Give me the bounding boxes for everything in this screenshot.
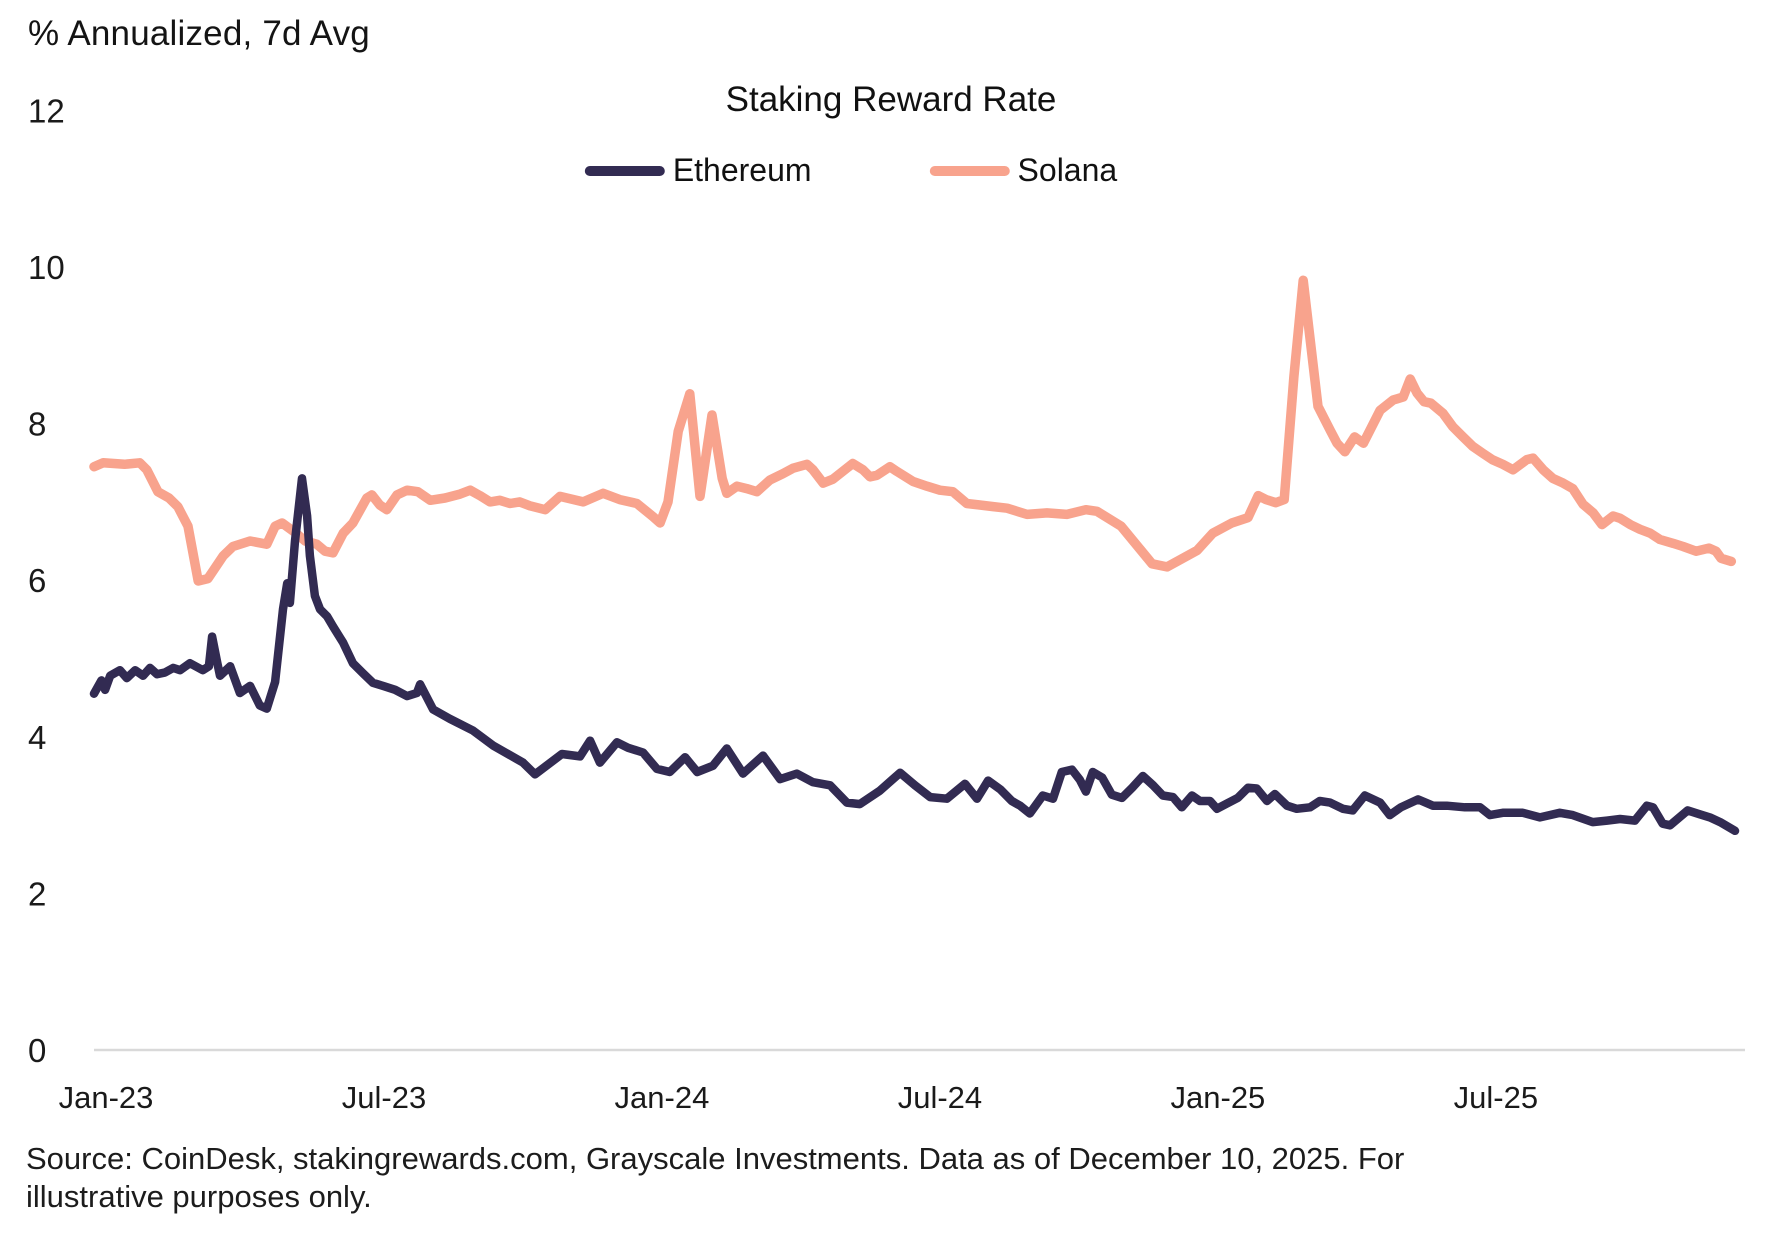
x-tick-label: Jul-24 [898,1080,982,1115]
y-tick-label: 12 [28,92,65,129]
x-tick-label: Jan-25 [1171,1080,1266,1115]
x-tick-label: Jan-23 [59,1080,154,1115]
legend-label-solana: Solana [1017,152,1118,188]
chart-title: Staking Reward Rate [725,80,1057,119]
y-axis-unit-label: % Annualized, 7d Avg [28,14,370,53]
source-footnote: Source: CoinDesk, stakingrewards.com, Gr… [26,1141,1405,1215]
y-tick-label: 0 [28,1032,46,1069]
x-axis-tick-labels: Jan-23 Jul-23 Jan-24 Jul-24 Jan-25 Jul-25 [59,1080,1539,1115]
y-axis-tick-labels: 0 2 4 6 8 10 12 [28,92,65,1069]
legend-item-solana: Solana [929,152,1118,189]
y-tick-label: 10 [28,249,65,286]
ethereum-line-swatch-icon [584,165,665,176]
chart-legend: Ethereum Solana [584,152,1118,189]
x-tick-label: Jul-23 [342,1080,426,1115]
legend-item-ethereum: Ethereum [584,152,812,189]
y-tick-label: 6 [28,562,46,599]
x-tick-label: Jul-25 [1454,1080,1538,1115]
y-tick-label: 2 [28,875,46,912]
y-tick-label: 8 [28,406,46,443]
legend-label-ethereum: Ethereum [672,152,812,188]
solana-line [89,275,1737,586]
solana-line-swatch-icon [929,165,1010,176]
y-tick-label: 4 [28,719,46,756]
x-tick-label: Jan-24 [615,1080,710,1115]
ethereum-line [89,474,1740,836]
